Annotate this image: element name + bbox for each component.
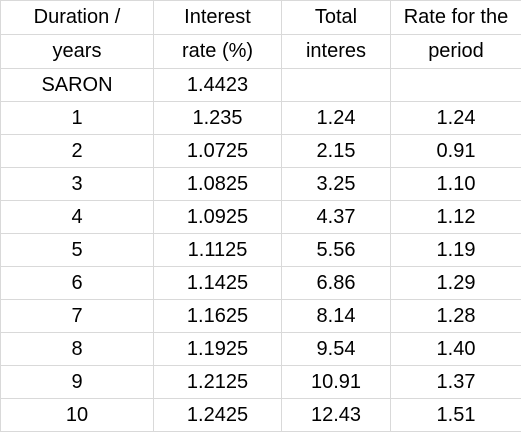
cell-interest-rate[interactable]: 1.0825: [154, 168, 282, 201]
cell-interest-rate[interactable]: 1.1125: [154, 234, 282, 267]
cell-duration[interactable]: 9: [1, 366, 154, 399]
cell-period-rate[interactable]: 1.37: [391, 366, 521, 399]
cell-duration[interactable]: 2: [1, 135, 154, 168]
cell-duration[interactable]: 8: [1, 333, 154, 366]
cell-period-rate[interactable]: 1.40: [391, 333, 521, 366]
cell-total-interest[interactable]: 3.25: [282, 168, 391, 201]
cell-period-rate[interactable]: 1.12: [391, 201, 521, 234]
cell-period-rate[interactable]: 1.24: [391, 102, 521, 135]
cell-duration[interactable]: 6: [1, 267, 154, 300]
header-row-1: Duration / Interest Total Rate for the: [1, 1, 521, 35]
cell-interest-rate[interactable]: 1.4423: [154, 69, 282, 102]
cell-duration[interactable]: SARON: [1, 69, 154, 102]
cell-total-interest[interactable]: [282, 69, 391, 102]
cell-interest-rate[interactable]: 1.0725: [154, 135, 282, 168]
cell-period-rate[interactable]: 1.28: [391, 300, 521, 333]
header-duration-line-2: years: [1, 35, 153, 68]
cell-interest-rate[interactable]: 1.235: [154, 102, 282, 135]
cell-period-rate[interactable]: 0.91: [391, 135, 521, 168]
cell-total-interest[interactable]: 12.43: [282, 399, 391, 432]
cell-total-interest[interactable]: 9.54: [282, 333, 391, 366]
cell-duration[interactable]: 1: [1, 102, 154, 135]
cell-duration[interactable]: 3: [1, 168, 154, 201]
cell[interactable]: Rate for the: [391, 1, 521, 35]
spreadsheet: Duration / Interest Total Rate for the y…: [0, 0, 521, 412]
header-interest-line-2: rate (%): [154, 35, 281, 68]
header-row-2: years rate (%) interes period: [1, 35, 521, 69]
cell-duration[interactable]: 4: [1, 201, 154, 234]
cell-period-rate[interactable]: [391, 69, 521, 102]
cell-interest-rate[interactable]: 1.1625: [154, 300, 282, 333]
cell-duration[interactable]: 5: [1, 234, 154, 267]
cell-total-interest[interactable]: 6.86: [282, 267, 391, 300]
header-total-line-2: interes: [282, 35, 390, 68]
cell[interactable]: years: [1, 35, 154, 69]
cell-duration[interactable]: 7: [1, 300, 154, 333]
cell-period-rate[interactable]: 1.19: [391, 234, 521, 267]
cell-duration[interactable]: 10: [1, 399, 154, 432]
cell[interactable]: rate (%): [154, 35, 282, 69]
header-rate-line-1: Rate for the: [391, 1, 521, 34]
cell-period-rate[interactable]: 1.10: [391, 168, 521, 201]
cell-interest-rate[interactable]: 1.2125: [154, 366, 282, 399]
cell-total-interest[interactable]: 4.37: [282, 201, 391, 234]
cell[interactable]: Interest: [154, 1, 282, 35]
cell-total-interest[interactable]: 2.15: [282, 135, 391, 168]
cell-period-rate[interactable]: 1.29: [391, 267, 521, 300]
header-rate-line-2: period: [391, 35, 521, 68]
cell[interactable]: Total: [282, 1, 391, 35]
cell-period-rate[interactable]: 1.51: [391, 399, 521, 432]
cell-interest-rate[interactable]: 1.2425: [154, 399, 282, 432]
cell[interactable]: interes: [282, 35, 391, 69]
header-duration-line-1: Duration /: [1, 1, 153, 34]
cell-interest-rate[interactable]: 1.0925: [154, 201, 282, 234]
cell[interactable]: Duration /: [1, 1, 154, 35]
cell-total-interest[interactable]: 5.56: [282, 234, 391, 267]
header-total-line-1: Total: [282, 1, 390, 34]
cell-total-interest[interactable]: 10.91: [282, 366, 391, 399]
cell-interest-rate[interactable]: 1.1425: [154, 267, 282, 300]
cell-total-interest[interactable]: 1.24: [282, 102, 391, 135]
cell-total-interest[interactable]: 8.14: [282, 300, 391, 333]
header-interest-line-1: Interest: [154, 1, 281, 34]
cell[interactable]: period: [391, 35, 521, 69]
cell-interest-rate[interactable]: 1.1925: [154, 333, 282, 366]
